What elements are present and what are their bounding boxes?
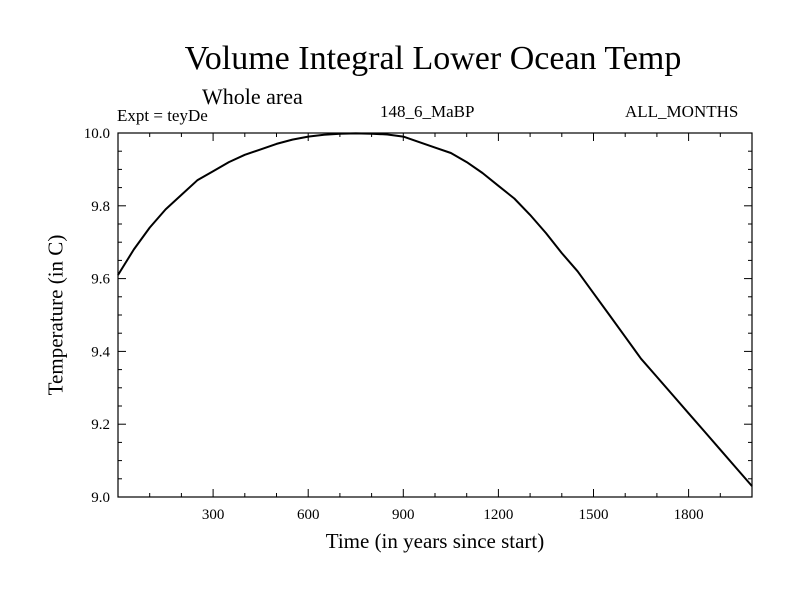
- ticks-layer: 300 600 900 1200 1500 1800 9.0 9.2 9.4 9.6 9.8 10.0: [84, 126, 752, 523]
- x-tick-label: 1200: [483, 507, 513, 523]
- x-tick-label: 600: [297, 507, 320, 523]
- y-tick-label: 9.8: [91, 199, 110, 215]
- y-tick-label: 9.2: [91, 417, 110, 433]
- y-tick-label: 9.6: [91, 272, 110, 288]
- series-layer: [117, 132, 753, 487]
- x-tick-label: 1500: [579, 507, 609, 523]
- x-axis-label: Time (in years since start): [325, 529, 545, 553]
- months-label: ALL_MONTHS: [625, 102, 739, 121]
- y-tick-label: 9.0: [91, 490, 110, 506]
- experiment-label: Expt = teyDe: [117, 106, 208, 125]
- chart-title: Volume Integral Lower Ocean Temp: [184, 40, 682, 77]
- x-tick-label: 900: [392, 507, 415, 523]
- y-tick-label: 10.0: [84, 126, 110, 142]
- x-tick-label: 1800: [674, 507, 704, 523]
- chart-subtitle: Whole area: [202, 84, 303, 109]
- period-label: 148_6_MaBP: [380, 102, 475, 121]
- x-tick-label: 300: [202, 507, 225, 523]
- y-tick-label: 9.4: [91, 344, 110, 360]
- plot-frame: [117, 132, 753, 498]
- temperature-series-line: [117, 132, 753, 487]
